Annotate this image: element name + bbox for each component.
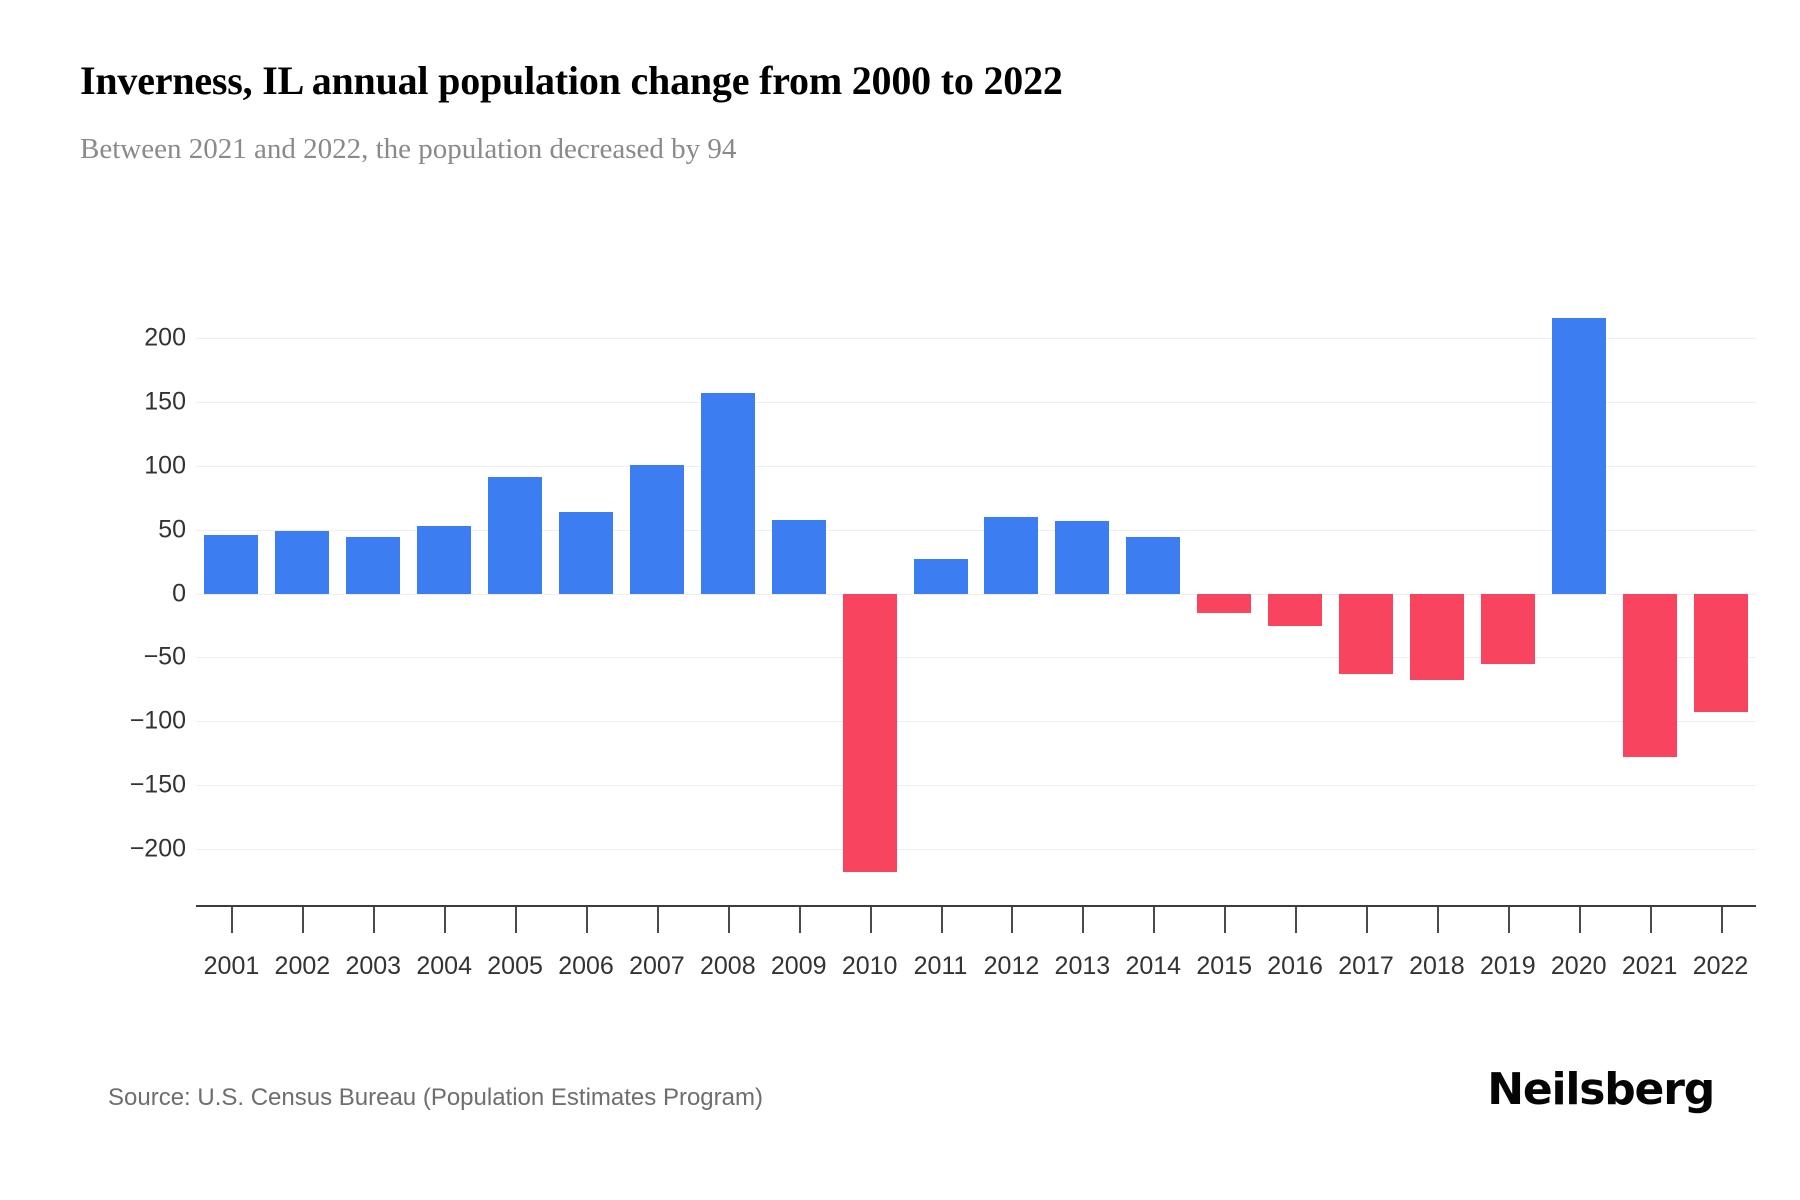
plot-area (196, 300, 1756, 900)
x-axis-tick-label: 2014 (1125, 952, 1182, 980)
bar-2002[interactable] (275, 531, 330, 594)
bar-2006[interactable] (559, 511, 613, 594)
bar-2004[interactable] (417, 525, 472, 594)
y-axis-tick-label: 150 (144, 387, 186, 416)
x-axis-tick-label: 2007 (629, 952, 685, 980)
x-axis-tick (940, 907, 943, 933)
x-axis-tick-label: 2018 (1409, 952, 1465, 980)
bar-2020[interactable] (1551, 317, 1606, 594)
gridline (196, 529, 1756, 531)
y-axis-tick-label: 200 (144, 323, 186, 352)
x-axis-tick-label: 2001 (203, 952, 260, 980)
x-axis-line (196, 905, 1756, 907)
x-axis-tick (1649, 907, 1652, 933)
gridline (196, 785, 1756, 787)
x-axis-tick (727, 907, 730, 933)
x-axis-tick (1153, 907, 1156, 933)
y-axis-tick-label: 0 (172, 579, 186, 608)
x-axis-tick-label: 2012 (983, 952, 1040, 980)
x-axis-tick (1011, 907, 1014, 933)
x-axis-tick (1224, 907, 1227, 933)
bar-2016[interactable] (1268, 593, 1323, 626)
x-axis-tick (302, 907, 305, 933)
gridline (196, 593, 1756, 595)
x-axis-tick (1578, 907, 1581, 933)
x-axis-tick (515, 907, 518, 933)
bar-2009[interactable] (771, 519, 826, 594)
gridline (196, 402, 1756, 404)
x-axis-tick-label: 2016 (1267, 952, 1323, 980)
x-axis-tick-label: 2011 (913, 952, 968, 980)
x-axis-tick (231, 907, 234, 933)
x-axis-tick-label: 2010 (841, 952, 898, 980)
x-axis-tick-label: 2017 (1338, 952, 1394, 980)
y-axis-tick-label: −150 (129, 770, 186, 799)
bar-series (196, 300, 1756, 900)
bar-2012[interactable] (984, 517, 1039, 594)
brand-logo: Neilsberg (1487, 1064, 1715, 1115)
bar-2010[interactable] (842, 593, 897, 872)
x-axis-tick-label: 2006 (558, 952, 614, 980)
y-axis-tick-label: −100 (129, 706, 186, 735)
bar-2005[interactable] (488, 477, 543, 594)
x-axis-tick (656, 907, 659, 933)
x-axis-tick-label: 2015 (1196, 952, 1252, 980)
bar-2003[interactable] (346, 537, 401, 594)
x-axis-tick-label: 2013 (1054, 952, 1111, 980)
y-axis-tick-label: 100 (144, 451, 186, 480)
bar-2011[interactable] (913, 559, 968, 594)
bar-2008[interactable] (700, 393, 755, 594)
gridline (196, 465, 1756, 467)
page-subtitle: Between 2021 and 2022, the population de… (80, 133, 737, 165)
x-axis-tick (1082, 907, 1085, 933)
bar-2014[interactable] (1126, 537, 1181, 594)
page-title: Inverness, IL annual population change f… (80, 58, 1063, 103)
x-axis-tick (1295, 907, 1298, 933)
x-axis-tick (1507, 907, 1510, 933)
y-axis-tick-label: −200 (129, 834, 186, 863)
y-axis-tick-label: 50 (158, 515, 186, 544)
gridline (196, 657, 1756, 659)
x-axis-tick-label: 2020 (1550, 952, 1607, 980)
x-axis-tick (373, 907, 376, 933)
x-axis-tick-label: 2021 (1621, 952, 1678, 980)
x-axis-tick (869, 907, 872, 933)
bar-2015[interactable] (1197, 593, 1252, 613)
bar-2018[interactable] (1409, 593, 1464, 681)
bar-2017[interactable] (1339, 593, 1393, 675)
gridline (196, 721, 1756, 723)
bar-2022[interactable] (1693, 593, 1748, 713)
x-axis-tick-label: 2019 (1480, 952, 1536, 980)
bar-2021[interactable] (1622, 593, 1677, 757)
bar-2013[interactable] (1055, 520, 1110, 594)
x-axis-tick-label: 2005 (487, 952, 543, 980)
bar-2007[interactable] (629, 464, 684, 594)
y-axis-tick-label: −50 (143, 642, 186, 671)
x-axis-tick (798, 907, 801, 933)
gridline (196, 848, 1756, 850)
x-axis-tick-label: 2002 (274, 952, 331, 980)
bar-2001[interactable] (204, 534, 259, 594)
x-axis-tick (586, 907, 588, 933)
gridline (196, 338, 1756, 340)
x-axis-tick (1366, 907, 1368, 933)
x-axis-tick (1436, 907, 1439, 933)
bar-2019[interactable] (1480, 593, 1535, 664)
x-axis-tick (444, 907, 447, 933)
x-axis-tick-label: 2003 (345, 952, 402, 980)
source-note: Source: U.S. Census Bureau (Population E… (108, 1084, 763, 1111)
x-axis-tick-label: 2022 (1692, 952, 1749, 980)
x-axis-tick-label: 2004 (416, 952, 472, 980)
x-axis-tick-label: 2008 (700, 952, 756, 980)
x-axis-tick (1720, 907, 1723, 933)
x-axis-tick-label: 2009 (770, 952, 827, 980)
